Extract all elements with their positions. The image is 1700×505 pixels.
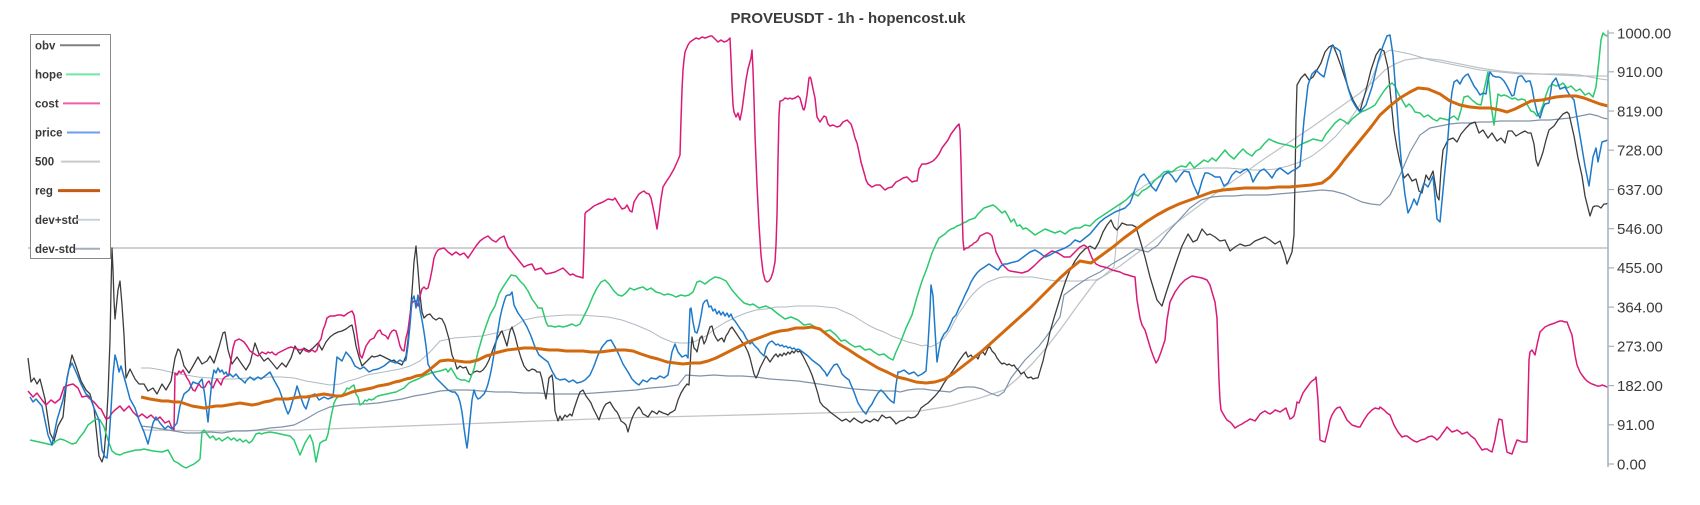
svg-text:819.00: 819.00 [1617, 103, 1663, 120]
svg-text:455.00: 455.00 [1617, 260, 1663, 277]
svg-text:PROVEUSDT - 1h - hopencost.uk: PROVEUSDT - 1h - hopencost.uk [730, 10, 966, 27]
svg-text:500: 500 [35, 157, 54, 169]
svg-text:273.00: 273.00 [1617, 339, 1663, 356]
svg-text:dev-std: dev-std [35, 244, 76, 256]
svg-text:0.00: 0.00 [1617, 456, 1646, 473]
svg-text:910.00: 910.00 [1617, 64, 1663, 81]
svg-text:637.00: 637.00 [1617, 182, 1663, 199]
svg-text:cost: cost [35, 99, 59, 111]
svg-text:obv: obv [35, 40, 56, 52]
svg-text:hope: hope [35, 70, 62, 82]
svg-text:182.00: 182.00 [1617, 378, 1663, 395]
svg-text:1000.00: 1000.00 [1617, 25, 1671, 42]
svg-text:reg: reg [35, 186, 53, 198]
svg-text:364.00: 364.00 [1617, 299, 1663, 316]
svg-text:728.00: 728.00 [1617, 143, 1663, 160]
svg-text:91.00: 91.00 [1617, 417, 1655, 434]
svg-text:546.00: 546.00 [1617, 221, 1663, 238]
svg-text:dev+std: dev+std [35, 215, 79, 227]
svg-text:price: price [35, 128, 63, 140]
